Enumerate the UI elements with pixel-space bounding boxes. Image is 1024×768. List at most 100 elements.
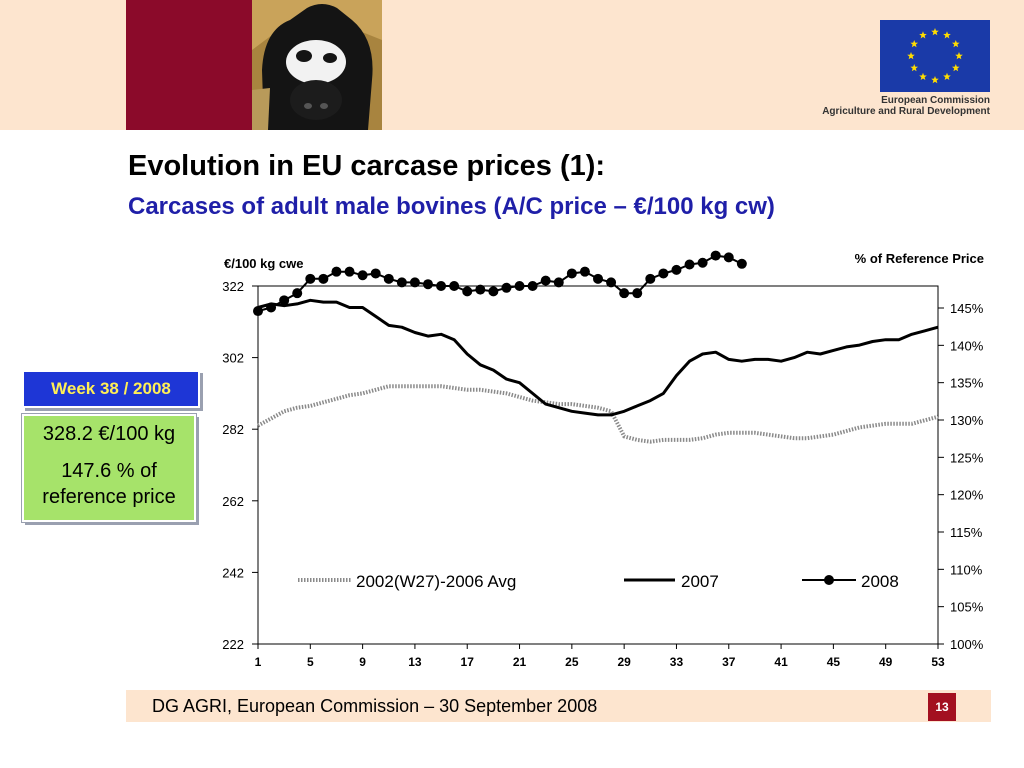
series-marker-2008 <box>253 306 263 317</box>
y-tick-label: 242 <box>222 565 244 580</box>
series-marker-2008 <box>436 281 447 291</box>
eu-flag-logo <box>880 20 990 92</box>
price-chart: €/100 kg cwe % of Reference Price 222 242… <box>222 250 984 669</box>
y2-tick-label: 105% <box>950 600 984 615</box>
series-marker-2008 <box>619 288 630 299</box>
y-tick-label: 222 <box>222 637 244 652</box>
legend-marker <box>824 575 834 585</box>
y2-tick-label: 120% <box>950 488 984 503</box>
y-tick-label: 322 <box>222 279 244 294</box>
eu-star <box>907 52 915 60</box>
plot-area <box>257 285 939 645</box>
y-axis-label: €/100 kg cwe <box>224 256 304 271</box>
eu-star <box>931 28 939 36</box>
page-number: 13 <box>928 693 956 721</box>
series-marker-2008 <box>279 295 290 306</box>
reference-value: 147.6 % of reference price <box>42 460 176 508</box>
x-tick-label: 45 <box>827 655 841 669</box>
y2-tick-label: 115% <box>950 525 983 540</box>
series-marker-2008 <box>710 250 721 261</box>
eu-star <box>955 52 963 60</box>
series-marker-2008 <box>514 281 525 291</box>
european-commission-logo-text: European Commission Agriculture and Rura… <box>800 95 990 118</box>
y-tick-label: 262 <box>222 494 244 509</box>
series-marker-2008 <box>305 273 316 284</box>
series-marker-2008 <box>488 286 499 297</box>
series-marker-2008 <box>357 270 368 281</box>
series-marker-2008 <box>593 273 603 284</box>
eu-star <box>910 64 919 72</box>
x-tick-label: 25 <box>565 655 579 669</box>
x-tick-label: 37 <box>722 655 736 669</box>
footer-band <box>126 690 991 722</box>
series-marker-2008 <box>318 273 329 284</box>
eu-star <box>931 76 939 84</box>
series-marker-2008 <box>383 273 394 284</box>
y2-tick-label: 100% <box>950 637 984 652</box>
slide-title: Evolution in EU carcase prices (1): <box>128 150 606 182</box>
series-line-1 <box>257 298 939 417</box>
series-marker-2008 <box>723 252 734 263</box>
y2-tick-label: 125% <box>950 450 984 465</box>
series-marker-2008 <box>645 273 656 284</box>
week-label-box: Week 38 / 2008 <box>22 370 200 408</box>
y2-tick-label: 135% <box>950 376 984 391</box>
y2-tick-label: 140% <box>950 338 984 353</box>
series-marker-2008 <box>462 286 473 297</box>
x-tick-label: 49 <box>879 655 893 669</box>
calf-photo <box>252 0 382 130</box>
series-marker-2008 <box>292 288 303 299</box>
series-marker-2008 <box>658 268 669 279</box>
series-marker-2008 <box>396 277 407 288</box>
x-tick-label: 13 <box>408 655 422 669</box>
eu-star <box>951 40 960 48</box>
series-marker-2008 <box>566 268 577 279</box>
eu-star <box>943 31 951 39</box>
x-tick-label: 9 <box>359 655 366 669</box>
y-tick-label: 282 <box>222 422 244 437</box>
series-marker-2008 <box>579 266 590 277</box>
series-marker-2008 <box>331 266 342 277</box>
x-tick-label: 1 <box>255 655 262 669</box>
eu-star <box>910 40 919 48</box>
legend-label: 2002(W27)-2006 Avg <box>356 572 516 591</box>
x-tick-label: 53 <box>931 655 945 669</box>
series-marker-2008 <box>736 258 747 269</box>
series-marker-2008 <box>449 281 460 291</box>
y2-tick-label: 145% <box>950 301 984 316</box>
header-maroon-block <box>126 0 252 130</box>
series-marker-2008 <box>423 279 433 290</box>
series-marker-2008 <box>697 257 708 268</box>
slide-subtitle: Carcases of adult male bovines (A/C pric… <box>128 193 775 220</box>
footer-text: DG AGRI, European Commission – 30 Septem… <box>152 696 598 716</box>
eu-star <box>919 31 927 39</box>
x-tick-label: 41 <box>774 655 788 669</box>
org-line1: European Commission <box>881 95 990 106</box>
x-tick-label: 5 <box>307 655 314 669</box>
x-tick-label: 17 <box>461 655 475 669</box>
series-marker-2008 <box>632 288 643 299</box>
org-line2: Agriculture and Rural Development <box>822 106 990 117</box>
x-tick-label: 21 <box>513 655 527 669</box>
series-marker-2008 <box>684 259 695 270</box>
value-callout-box: 328.2 €/100 kg 147.6 % of reference pric… <box>21 413 197 523</box>
series-marker-2008 <box>266 302 277 313</box>
eu-star <box>951 64 960 72</box>
series-line-0 <box>257 384 939 444</box>
y2-axis-label: % of Reference Price <box>855 251 984 266</box>
series-marker-2008 <box>501 282 512 293</box>
series-marker-2008 <box>344 266 355 277</box>
price-value: 328.2 €/100 kg <box>42 423 176 445</box>
series-marker-2008 <box>370 268 381 279</box>
eu-star <box>943 72 951 81</box>
series-marker-2008 <box>540 275 551 286</box>
y2-tick-label: 130% <box>950 413 984 428</box>
eu-star <box>919 72 927 81</box>
x-tick-label: 29 <box>617 655 631 669</box>
y2-tick-label: 110% <box>950 562 983 577</box>
series-marker-2008 <box>553 277 564 288</box>
series-marker-2008 <box>671 264 682 275</box>
series-marker-2008 <box>409 277 420 288</box>
legend-label: 2007 <box>681 572 719 591</box>
y-tick-label: 302 <box>222 351 244 366</box>
